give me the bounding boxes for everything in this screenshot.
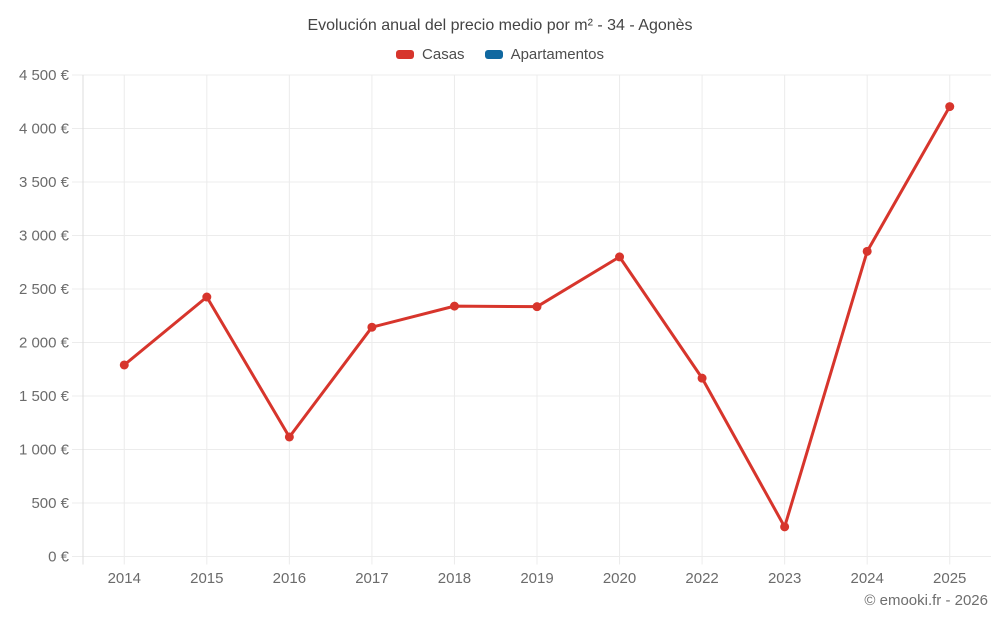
x-axis-tick-label: 2022: [685, 570, 718, 587]
data-point-casas-2016[interactable]: [284, 432, 294, 442]
y-axis-tick-label: 2 500 €: [19, 281, 70, 298]
y-axis-tick-label: 3 500 €: [19, 174, 70, 191]
y-axis-tick-label: 500 €: [31, 495, 69, 512]
y-axis-tick-label: 2 000 €: [19, 335, 70, 352]
x-axis-tick-label: 2020: [603, 570, 636, 587]
x-axis-tick-label: 2015: [190, 570, 223, 587]
x-axis-tick-label: 2016: [273, 570, 306, 587]
x-axis-tick-label: 2017: [355, 570, 388, 587]
data-point-casas-2017[interactable]: [367, 322, 377, 332]
legend: Casas Apartamentos: [0, 44, 1000, 64]
y-axis-tick-label: 4 000 €: [19, 121, 70, 138]
legend-item-casas[interactable]: Casas: [396, 46, 465, 63]
data-point-casas-2022[interactable]: [697, 373, 707, 383]
data-point-casas-2024[interactable]: [862, 246, 872, 256]
y-axis-tick-label: 1 000 €: [19, 442, 70, 459]
x-axis-tick-label: 2019: [520, 570, 553, 587]
x-axis-tick-label: 2018: [438, 570, 471, 587]
data-point-casas-2023[interactable]: [780, 522, 790, 532]
chart-title: Evolución anual del precio medio por m² …: [307, 17, 693, 34]
data-point-casas-2025[interactable]: [945, 102, 955, 112]
legend-label: Casas: [422, 45, 465, 63]
legend-swatch-apartamentos: [484, 49, 503, 59]
y-axis-tick-label: 0 €: [48, 549, 70, 566]
y-axis-tick-label: 3 000 €: [19, 228, 70, 245]
x-axis-tick-label: 2025: [933, 570, 966, 587]
y-axis-tick-label: 1 500 €: [19, 388, 70, 405]
x-axis-tick-label: 2014: [108, 570, 141, 587]
x-axis-tick-label: 2024: [850, 570, 883, 587]
y-axis-tick-label: 4 500 €: [19, 67, 70, 84]
data-point-casas-2018[interactable]: [449, 301, 459, 311]
legend-swatch-casas: [396, 49, 415, 59]
x-axis-tick-label: 2023: [768, 570, 801, 587]
data-point-casas-2019[interactable]: [532, 302, 542, 312]
legend-item-apartamentos[interactable]: Apartamentos: [484, 45, 604, 63]
copyright: © emooki.fr - 2026: [864, 592, 988, 609]
legend-label: Apartamentos: [510, 45, 604, 63]
data-point-casas-2020[interactable]: [615, 252, 625, 262]
data-point-casas-2015[interactable]: [202, 292, 212, 302]
data-point-casas-2014[interactable]: [119, 360, 129, 370]
